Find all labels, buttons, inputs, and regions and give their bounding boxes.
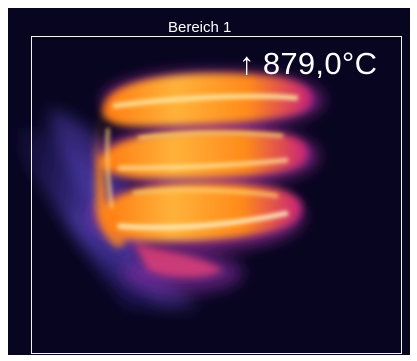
thermal-coil-image bbox=[17, 72, 323, 309]
measurement-region-box[interactable] bbox=[31, 36, 402, 354]
max-temperature-readout: ↑ 879,0°C bbox=[239, 46, 377, 82]
max-temperature-value: 879,0°C bbox=[262, 46, 378, 81]
arrow-up-icon: ↑ bbox=[239, 46, 255, 81]
thermal-image: Bereich 1 ↑ 879,0°C bbox=[8, 8, 410, 355]
region-label: Bereich 1 bbox=[168, 19, 232, 36]
